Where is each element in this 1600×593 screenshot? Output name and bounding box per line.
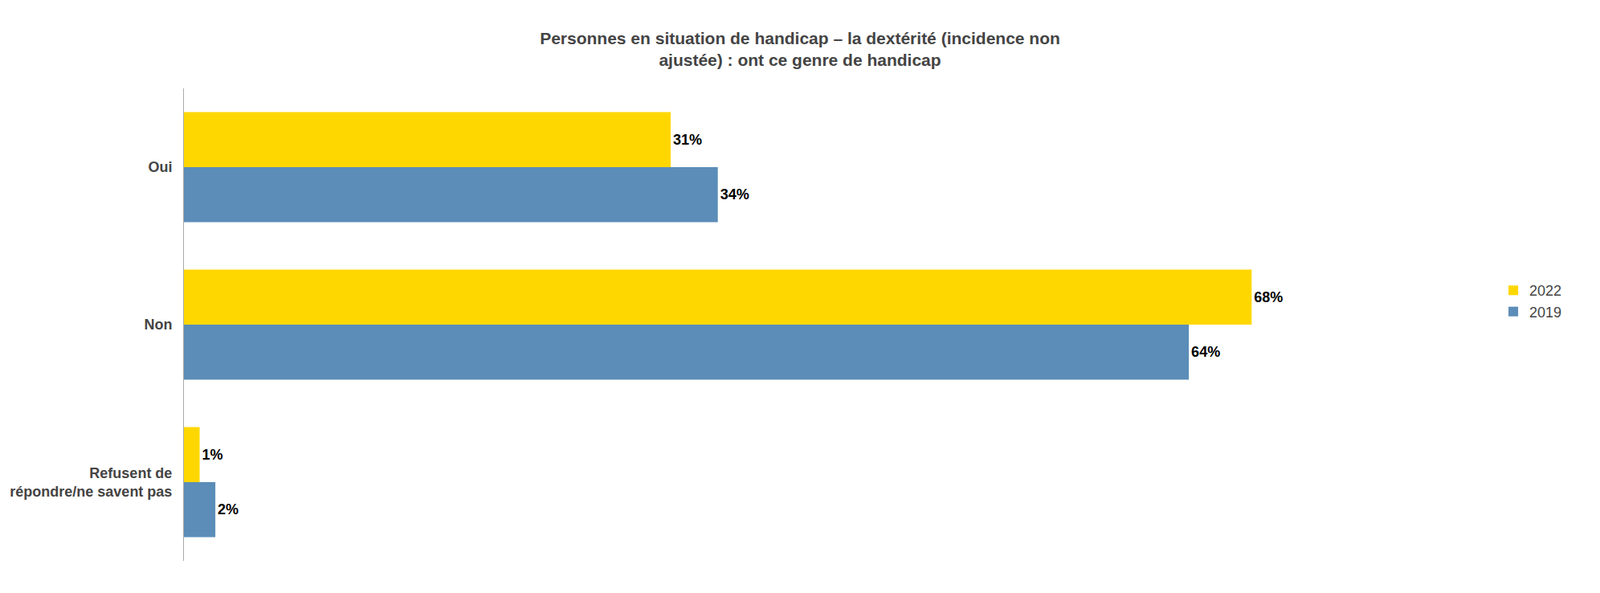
svg-text:2%: 2% [217,501,239,518]
svg-text:1%: 1% [202,446,224,463]
svg-text:68%: 68% [1253,289,1283,306]
svg-text:64%: 64% [1191,343,1221,360]
svg-text:Personnes en situation de hand: Personnes en situation de handicap – la … [539,28,1061,70]
svg-text:Oui: Oui [147,159,172,176]
svg-text:Non: Non [143,316,172,333]
svg-text:31%: 31% [673,131,703,148]
svg-text:Refusent derépondre/ne savent: Refusent derépondre/ne savent pas [9,465,172,500]
svg-text:2022: 2022 [1529,282,1562,299]
svg-text:34%: 34% [720,186,750,203]
svg-text:2019: 2019 [1529,304,1562,321]
